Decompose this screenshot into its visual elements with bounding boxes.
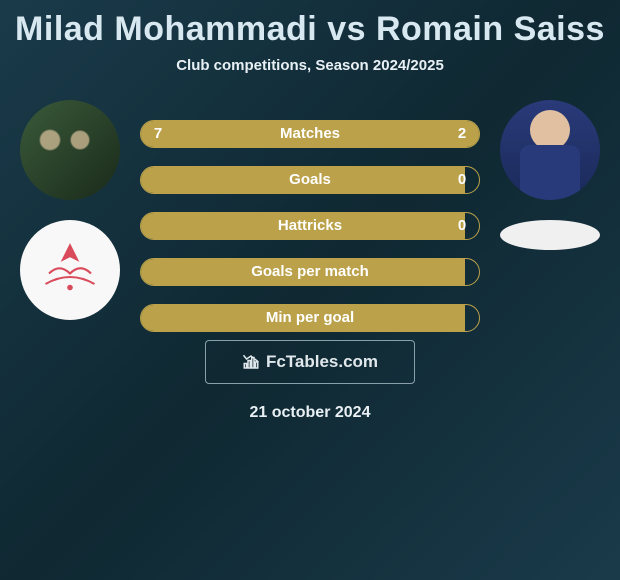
source-logo-text: FcTables.com (266, 352, 378, 372)
chart-icon (242, 353, 260, 371)
stat-label: Min per goal (141, 305, 479, 331)
stat-row: Hattricks0 (140, 212, 480, 240)
stat-label: Goals per match (141, 259, 479, 285)
left-player-avatar (20, 100, 120, 200)
right-player-column (490, 100, 610, 250)
right-club-logo (500, 220, 600, 250)
right-player-avatar (500, 100, 600, 200)
stat-row: Min per goal (140, 304, 480, 332)
stat-label: Matches (141, 121, 479, 147)
page-subtitle: Club competitions, Season 2024/2025 (0, 57, 620, 74)
stat-row: Goals per match (140, 258, 480, 286)
page-title: Milad Mohammadi vs Romain Saiss (0, 0, 620, 49)
stat-value-left: 7 (140, 121, 176, 147)
stats-bars: Matches72Goals0Hattricks0Goals per match… (140, 120, 480, 350)
source-logo: FcTables.com (205, 340, 415, 384)
stat-value-right: 0 (444, 167, 480, 193)
stat-row: Matches7 2 (140, 120, 480, 148)
stat-label: Hattricks (141, 213, 479, 239)
stat-value-right: 0 (444, 213, 480, 239)
date-text: 21 october 2024 (0, 404, 620, 422)
stat-row: Goals0 (140, 166, 480, 194)
stat-label: Goals (141, 167, 479, 193)
left-player-column (10, 100, 130, 340)
stat-value-right: 2 (444, 121, 480, 147)
left-club-logo (20, 220, 120, 320)
